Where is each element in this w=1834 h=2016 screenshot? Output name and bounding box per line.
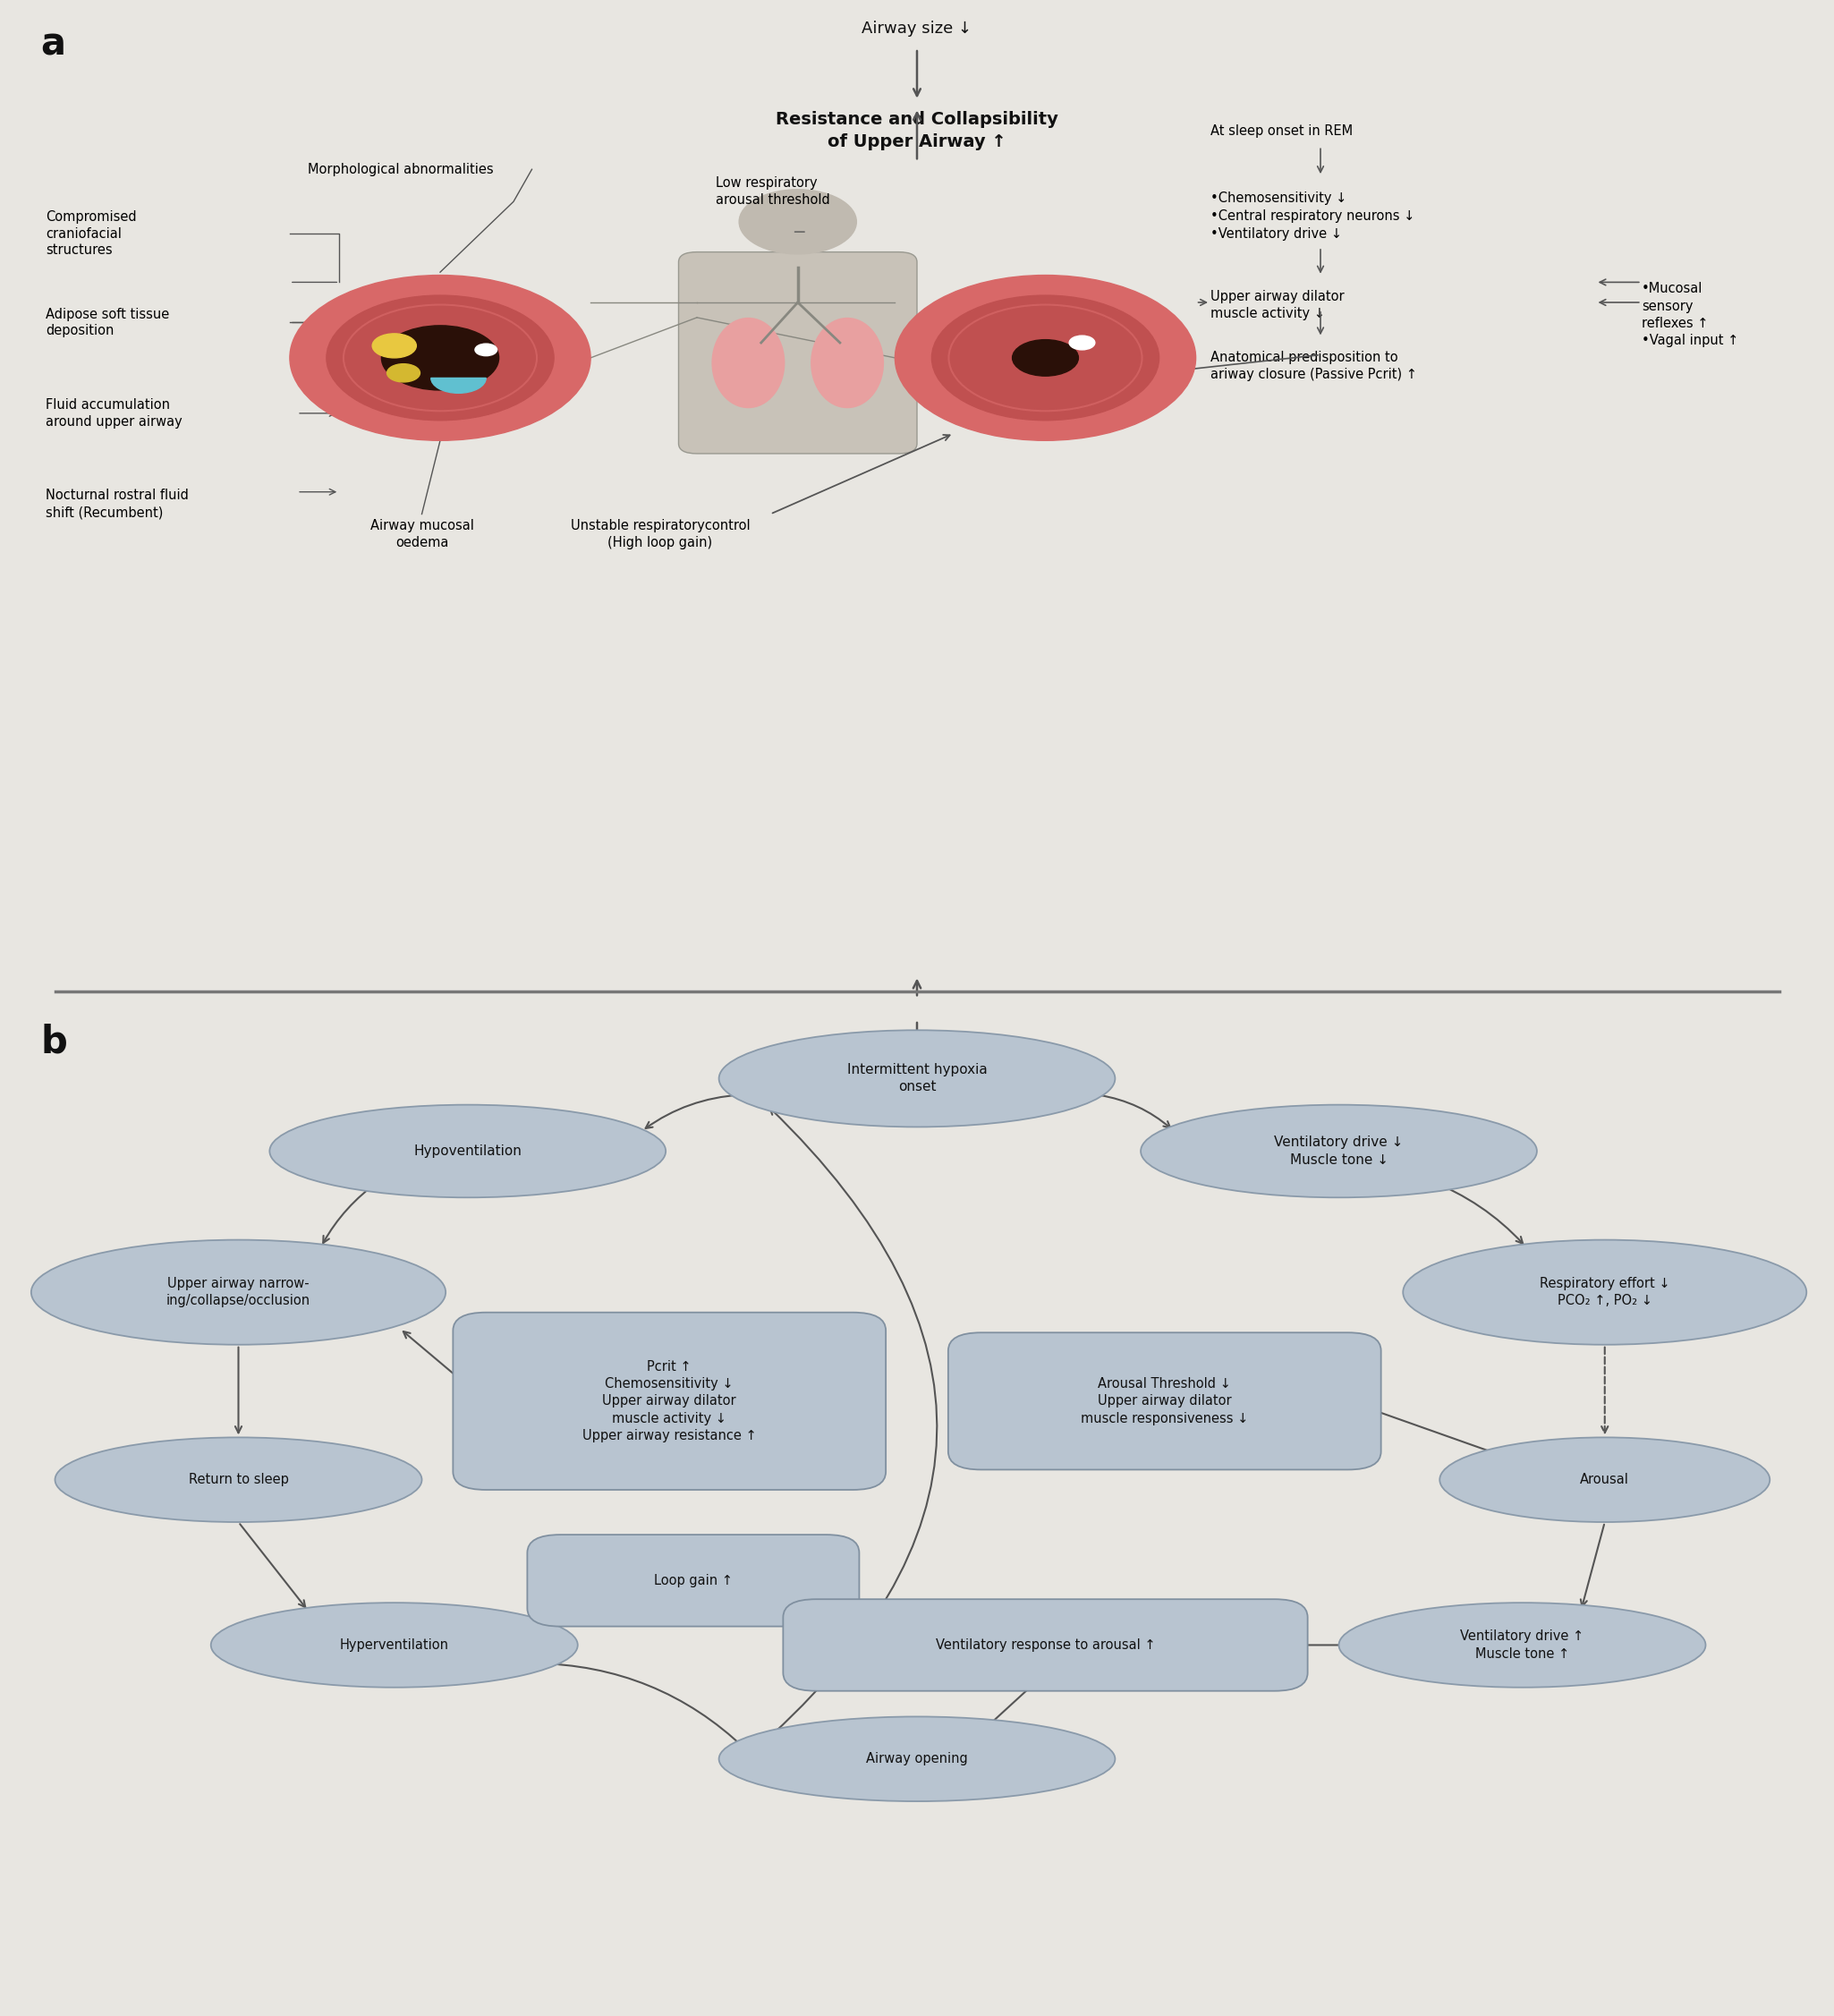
Text: Nocturnal rostral fluid
shift (Recumbent): Nocturnal rostral fluid shift (Recumbent… — [46, 490, 189, 518]
Ellipse shape — [719, 1716, 1115, 1802]
Text: Fluid accumulation
around upper airway: Fluid accumulation around upper airway — [46, 399, 183, 427]
Text: Hypoventilation: Hypoventilation — [414, 1145, 521, 1157]
Text: •Chemosensitivity ↓
•Central respiratory neurons ↓
•Ventilatory drive ↓: •Chemosensitivity ↓ •Central respiratory… — [1210, 192, 1414, 240]
Text: Loop gain ↑: Loop gain ↑ — [655, 1574, 732, 1587]
Text: Return to sleep: Return to sleep — [189, 1474, 288, 1486]
Circle shape — [387, 363, 420, 383]
Circle shape — [326, 294, 554, 421]
Circle shape — [475, 345, 497, 357]
Text: a: a — [40, 26, 66, 62]
Ellipse shape — [31, 1240, 446, 1345]
Text: Anatomical predisposition to
ariway closure (Passive Pcrit) ↑: Anatomical predisposition to ariway clos… — [1210, 351, 1418, 381]
Text: At sleep onset in REM: At sleep onset in REM — [1210, 125, 1353, 137]
Text: Airway size ↓: Airway size ↓ — [862, 20, 972, 36]
Circle shape — [1012, 339, 1078, 377]
Circle shape — [1069, 335, 1095, 351]
Ellipse shape — [1403, 1240, 1806, 1345]
Circle shape — [372, 333, 416, 359]
Text: Ventilatory drive ↑
Muscle tone ↑: Ventilatory drive ↑ Muscle tone ↑ — [1460, 1629, 1585, 1661]
Circle shape — [290, 274, 591, 442]
Ellipse shape — [270, 1105, 666, 1198]
FancyBboxPatch shape — [948, 1333, 1381, 1470]
Text: Pcrit ↑
Chemosensitivity ↓
Upper airway dilator
muscle activity ↓
Upper airway r: Pcrit ↑ Chemosensitivity ↓ Upper airway … — [583, 1361, 756, 1441]
Text: Hyperventilation: Hyperventilation — [339, 1639, 449, 1651]
Ellipse shape — [1339, 1603, 1706, 1687]
Text: Arousal: Arousal — [1581, 1474, 1629, 1486]
FancyBboxPatch shape — [783, 1599, 1308, 1691]
Ellipse shape — [1440, 1437, 1770, 1522]
Text: Morphological abnormalities: Morphological abnormalities — [308, 163, 493, 175]
Circle shape — [895, 274, 1196, 442]
Text: Upper airway narrow-
ing/collapse/occlusion: Upper airway narrow- ing/collapse/occlus… — [167, 1276, 310, 1308]
Text: •Mucosal
sensory
reflexes ↑
•Vagal input ↑: •Mucosal sensory reflexes ↑ •Vagal input… — [1641, 282, 1739, 347]
Text: Resistance and Collapsibility
of Upper Airway ↑: Resistance and Collapsibility of Upper A… — [776, 111, 1058, 151]
FancyBboxPatch shape — [453, 1312, 886, 1490]
Text: Airway mucosal
oedema: Airway mucosal oedema — [370, 520, 473, 548]
FancyBboxPatch shape — [778, 218, 818, 268]
Ellipse shape — [1141, 1105, 1537, 1198]
Circle shape — [739, 190, 856, 254]
Text: Adipose soft tissue
deposition: Adipose soft tissue deposition — [46, 308, 169, 337]
Ellipse shape — [719, 1030, 1115, 1127]
Text: Ventilatory response to arousal ↑: Ventilatory response to arousal ↑ — [935, 1639, 1155, 1651]
Text: Airway opening: Airway opening — [866, 1752, 968, 1766]
Text: Compromised
craniofacial
structures: Compromised craniofacial structures — [46, 210, 138, 258]
Text: Arousal Threshold ↓
Upper airway dilator
muscle responsiveness ↓: Arousal Threshold ↓ Upper airway dilator… — [1080, 1377, 1249, 1425]
FancyBboxPatch shape — [528, 1534, 858, 1627]
Text: Intermittent hypoxia
onset: Intermittent hypoxia onset — [847, 1062, 987, 1095]
Ellipse shape — [55, 1437, 422, 1522]
Text: Unstable respiratorycontrol
(High loop gain): Unstable respiratorycontrol (High loop g… — [570, 520, 750, 548]
Wedge shape — [431, 379, 486, 393]
Ellipse shape — [712, 317, 785, 407]
Text: Respiratory effort ↓
PCO₂ ↑, PO₂ ↓: Respiratory effort ↓ PCO₂ ↑, PO₂ ↓ — [1539, 1276, 1671, 1308]
Text: Low respiratory
arousal threshold: Low respiratory arousal threshold — [715, 177, 829, 206]
Text: Ventilatory drive ↓
Muscle tone ↓: Ventilatory drive ↓ Muscle tone ↓ — [1275, 1135, 1403, 1167]
Ellipse shape — [211, 1603, 578, 1687]
Ellipse shape — [811, 317, 884, 407]
Circle shape — [932, 294, 1159, 421]
Text: Upper airway dilator
muscle activity ↓: Upper airway dilator muscle activity ↓ — [1210, 290, 1344, 321]
Circle shape — [381, 325, 499, 391]
FancyBboxPatch shape — [679, 252, 917, 454]
Text: b: b — [40, 1024, 68, 1060]
